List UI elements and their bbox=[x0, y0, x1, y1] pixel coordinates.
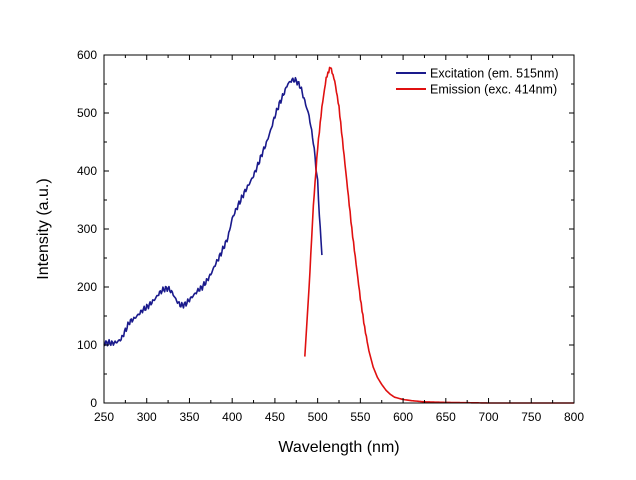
series-line-emission bbox=[304, 66, 574, 404]
plot-series bbox=[103, 66, 574, 404]
x-tick-label: 250 bbox=[94, 410, 114, 424]
series-line-excitation bbox=[103, 76, 323, 347]
legend: Excitation (em. 515nm) Emission (exc. 414… bbox=[396, 67, 559, 97]
x-tick-label: 400 bbox=[222, 410, 242, 424]
x-tick-label: 750 bbox=[521, 410, 541, 424]
axis-ticks: 250 300 350 400 450 500 550 600 650 700 750 800 0 100… bbox=[77, 48, 584, 424]
x-tick-label: 450 bbox=[265, 410, 285, 424]
y-tick-label: 200 bbox=[77, 280, 97, 294]
legend-label-excitation: Excitation (em. 515nm) bbox=[430, 67, 559, 81]
y-axis-title: Intensity (a.u.) bbox=[35, 178, 52, 279]
y-tick-label: 0 bbox=[90, 396, 97, 410]
x-tick-label: 300 bbox=[137, 410, 157, 424]
y-tick-label: 100 bbox=[77, 338, 97, 352]
y-tick-label: 400 bbox=[77, 164, 97, 178]
x-tick-label: 350 bbox=[179, 410, 199, 424]
x-tick-label: 800 bbox=[564, 410, 584, 424]
x-axis-title: Wavelength (nm) bbox=[278, 439, 399, 456]
y-tick-label: 500 bbox=[77, 106, 97, 120]
x-tick-label: 600 bbox=[393, 410, 413, 424]
x-tick-label: 650 bbox=[436, 410, 456, 424]
legend-label-emission: Emission (exc. 414nm) bbox=[430, 83, 557, 97]
x-tick-label: 500 bbox=[308, 410, 328, 424]
y-tick-label: 300 bbox=[77, 222, 97, 236]
x-tick-label: 700 bbox=[479, 410, 499, 424]
y-tick-label: 600 bbox=[77, 48, 97, 62]
x-tick-label: 550 bbox=[350, 410, 370, 424]
